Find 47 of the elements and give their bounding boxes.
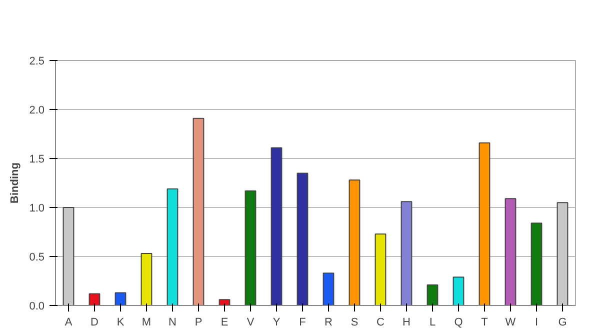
bar	[270, 147, 282, 306]
bar	[400, 201, 412, 306]
x-tick-label: Q	[454, 316, 464, 328]
y-tick-label: 1.5	[29, 154, 45, 166]
x-tick-label: V	[246, 316, 255, 328]
bar	[374, 233, 386, 306]
x-tick-label: Y	[272, 316, 281, 328]
x-tick-label: D	[90, 316, 99, 328]
bar	[296, 172, 308, 306]
bar	[556, 202, 568, 306]
y-axis-title: Binding	[9, 162, 22, 204]
bar	[452, 276, 464, 306]
x-tick-label: R	[324, 316, 333, 328]
x-tick-label: E	[220, 316, 228, 328]
bar	[530, 222, 542, 306]
x-tick-label: I	[534, 316, 538, 328]
bar	[504, 198, 516, 306]
x-tick-label: K	[116, 316, 125, 328]
x-tick-label: W	[505, 316, 516, 328]
x-tick-label: L	[429, 316, 436, 328]
bar	[88, 293, 100, 306]
x-tick-label: N	[168, 316, 177, 328]
y-tick-label: 2.5	[29, 56, 45, 68]
y-tick-label: 0.5	[29, 252, 45, 264]
bar	[426, 284, 438, 306]
bar	[62, 207, 74, 306]
y-tick-label: 2.0	[29, 104, 45, 116]
bar	[478, 142, 490, 306]
x-tick-label: A	[64, 316, 73, 328]
bar	[218, 299, 230, 306]
x-tick-label: P	[194, 316, 202, 328]
bar	[192, 118, 204, 306]
x-tick-label: S	[350, 316, 358, 328]
x-tick-label: G	[558, 316, 567, 328]
bar	[348, 180, 360, 306]
x-tick-label: H	[402, 316, 411, 328]
bar	[140, 253, 152, 306]
x-tick-label: M	[142, 316, 152, 328]
x-tick-label: F	[299, 316, 306, 328]
y-tick-label: 1.0	[29, 202, 45, 214]
bar	[322, 272, 334, 306]
x-tick-label: T	[481, 316, 488, 328]
x-tick-label: C	[376, 316, 385, 328]
bar	[166, 188, 178, 306]
bar	[114, 292, 126, 306]
bar	[244, 190, 256, 306]
y-tick-label: 0.0	[29, 300, 45, 312]
